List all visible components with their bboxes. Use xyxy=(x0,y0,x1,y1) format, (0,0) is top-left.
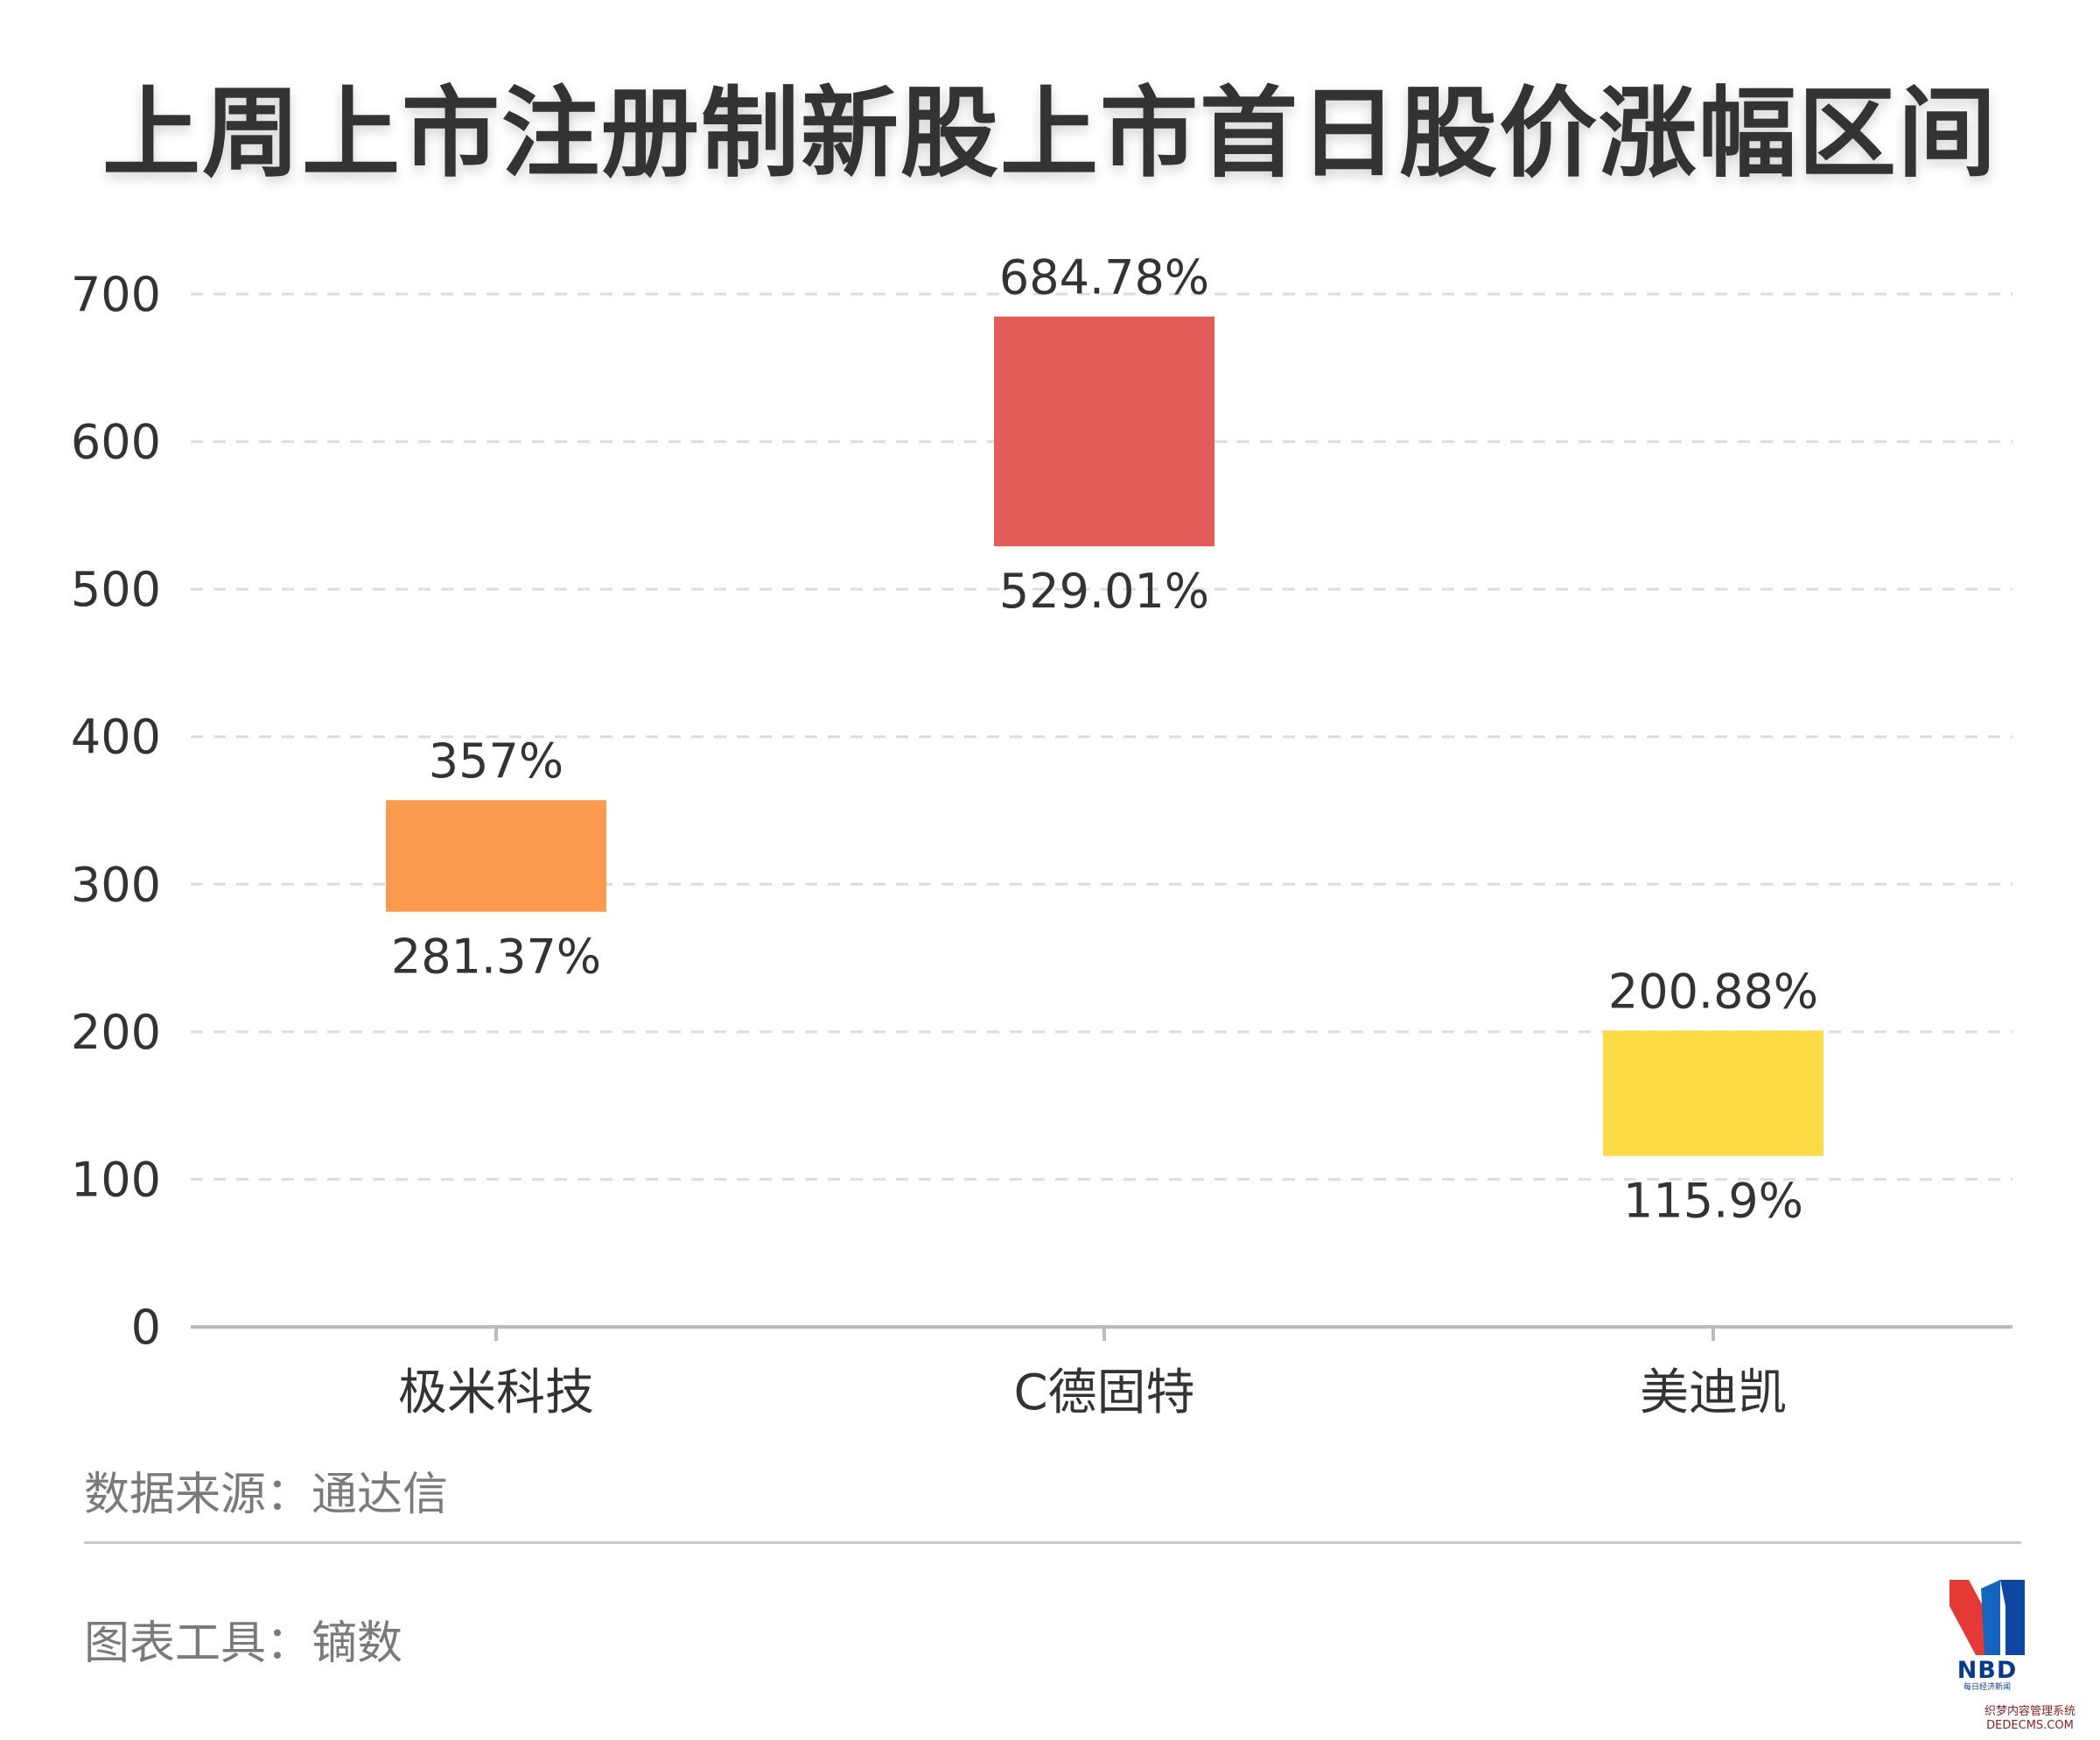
chart-title: 上周上市注册制新股上市首日股价涨幅区间 xyxy=(102,77,1998,191)
high-value-label: 357% xyxy=(429,733,564,789)
y-tick-label: 400 xyxy=(71,710,161,765)
high-value-label: 684.78% xyxy=(999,250,1209,305)
x-tick-labels: 极米科技 C德固特 美迪凯 xyxy=(398,1365,1787,1421)
logo-subtext: 每日经济新闻 xyxy=(1963,1683,2011,1692)
divider xyxy=(84,1541,2021,1544)
y-tick-label: 600 xyxy=(71,415,161,470)
x-tick-label: 极米科技 xyxy=(398,1365,594,1421)
bar-3 xyxy=(1603,1030,1824,1156)
logo-text: NBD xyxy=(1956,1657,2018,1684)
x-tick-label: C德固特 xyxy=(1013,1365,1194,1421)
bar-2 xyxy=(994,316,1214,547)
value-labels: 357% 281.37% 684.78% 529.01% 200.88% 115.9% xyxy=(391,250,1818,1229)
low-value-label: 281.37% xyxy=(391,930,601,985)
x-axis xyxy=(191,1325,2012,1341)
tool-note: 图表工具：镝数 xyxy=(84,1617,403,1670)
high-value-label: 200.88% xyxy=(1608,964,1818,1019)
y-tick-label: 100 xyxy=(71,1152,161,1207)
y-tick-label: 300 xyxy=(71,857,161,912)
y-tick-labels: 0 100 200 300 400 500 600 700 xyxy=(71,267,161,1355)
y-tick-label: 200 xyxy=(71,1005,161,1060)
watermark-line2: DEDECMS.COM xyxy=(1986,1719,2074,1732)
bars xyxy=(386,316,1824,1156)
bar-1 xyxy=(386,800,606,912)
y-tick-label: 500 xyxy=(71,562,161,617)
watermark: 织梦内容管理系统 DEDECMS.COM xyxy=(1984,1705,2076,1733)
y-tick-label: 700 xyxy=(71,267,161,322)
watermark-line1: 织梦内容管理系统 xyxy=(1984,1705,2076,1718)
low-value-label: 115.9% xyxy=(1623,1174,1803,1229)
x-tick-label: 美迪凯 xyxy=(1640,1365,1787,1421)
source-note: 数据来源：通达信 xyxy=(84,1469,449,1521)
y-tick-label: 0 xyxy=(131,1300,161,1355)
chart-svg: 0 100 200 300 400 500 600 700 357% 281.37% 684.78… xyxy=(71,250,2012,1421)
nbd-logo: NBD 每日经济新闻 xyxy=(1950,1580,2025,1693)
nbd-logo-icon xyxy=(1950,1580,2025,1655)
low-value-label: 529.01% xyxy=(999,564,1209,619)
